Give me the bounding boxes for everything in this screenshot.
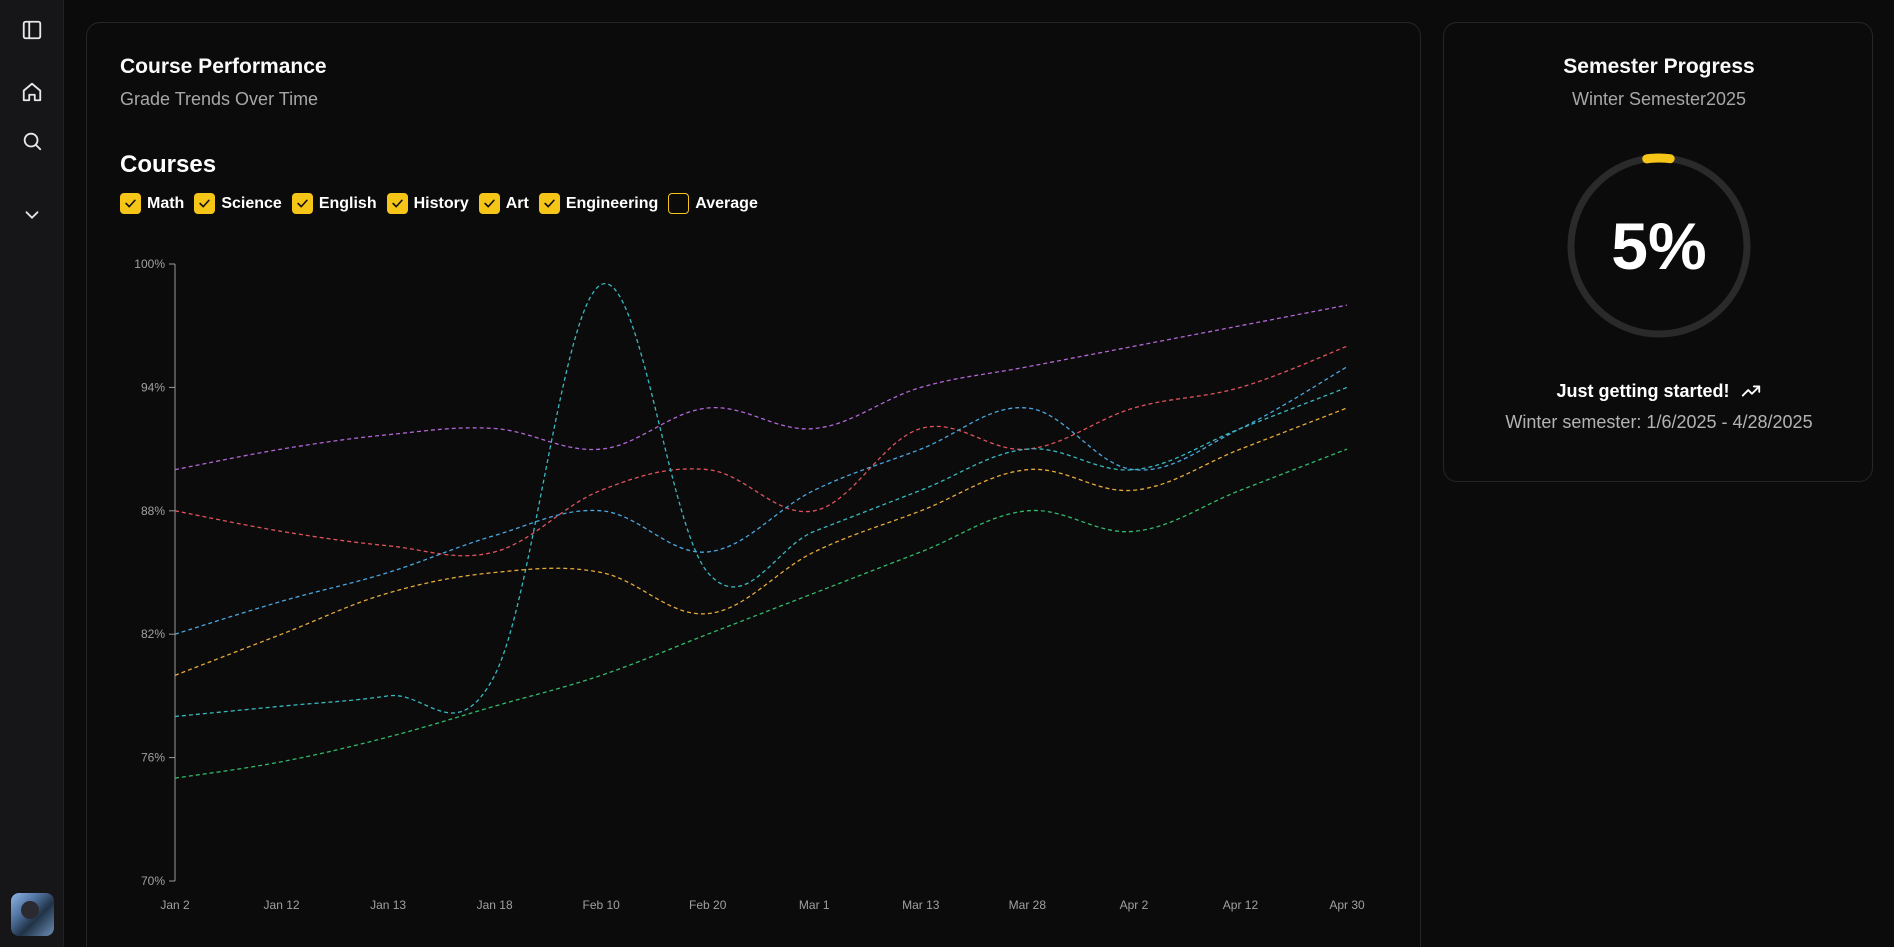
legend-label: Art bbox=[505, 194, 529, 212]
card-title: Semester Progress bbox=[1563, 55, 1755, 78]
check-icon bbox=[544, 199, 555, 208]
search-icon bbox=[23, 132, 42, 151]
legend-item-average[interactable]: Average bbox=[668, 193, 758, 214]
legend-label: Engineering bbox=[565, 194, 659, 212]
semester-progress-card: Semester Progress Winter Semester2025 5%… bbox=[1443, 22, 1873, 482]
legend-item-math[interactable]: Math bbox=[120, 193, 184, 214]
x-tick-label: Apr 2 bbox=[1120, 898, 1149, 912]
check-icon bbox=[297, 199, 308, 208]
legend-item-history[interactable]: History bbox=[386, 193, 469, 214]
chevron-down-icon bbox=[25, 211, 39, 219]
checkbox[interactable] bbox=[668, 193, 690, 214]
x-tick-label: Mar 28 bbox=[1009, 898, 1047, 912]
series-line-0 bbox=[174, 304, 1348, 471]
legend-item-science[interactable]: Science bbox=[194, 193, 282, 214]
card-subtitle: Grade Trends Over Time bbox=[120, 89, 319, 109]
sidebar-toggle-icon bbox=[22, 20, 42, 40]
legend-label: Average bbox=[695, 194, 758, 212]
series-line-5 bbox=[174, 448, 1348, 779]
home-icon bbox=[22, 82, 42, 102]
home-button[interactable] bbox=[18, 78, 46, 106]
x-tick-label: Feb 20 bbox=[689, 898, 727, 912]
progress-status-text: Just getting started! bbox=[1556, 380, 1730, 401]
semester-dates: Winter semester: 1/6/2025 - 4/28/2025 bbox=[1505, 412, 1813, 432]
checkbox[interactable] bbox=[194, 193, 216, 214]
y-tick-label: 70% bbox=[141, 874, 165, 888]
card-subtitle: Winter Semester2025 bbox=[1571, 89, 1747, 109]
y-tick-label: 94% bbox=[141, 380, 165, 394]
checkbox[interactable] bbox=[478, 193, 500, 214]
avatar[interactable] bbox=[11, 893, 54, 936]
legend-item-engineering[interactable]: Engineering bbox=[538, 193, 659, 214]
y-tick-label: 88% bbox=[141, 504, 165, 518]
checkbox[interactable] bbox=[120, 193, 141, 214]
series-line-2 bbox=[174, 366, 1348, 635]
check-icon bbox=[391, 199, 403, 208]
x-tick-label: Apr 12 bbox=[1223, 898, 1259, 912]
x-tick-label: Mar 1 bbox=[799, 898, 830, 912]
y-tick-label: 76% bbox=[141, 751, 165, 765]
x-tick-label: Jan 18 bbox=[477, 898, 513, 912]
check-icon bbox=[125, 199, 136, 208]
check-icon bbox=[484, 199, 495, 208]
check-icon bbox=[199, 199, 211, 208]
series-line-1 bbox=[174, 345, 1348, 557]
progress-ring: 5% bbox=[1564, 151, 1754, 341]
legend-label: English bbox=[318, 194, 377, 212]
progress-ring-fill bbox=[1566, 153, 1752, 339]
course-legend: Math Science English History Art Enginee… bbox=[120, 193, 768, 214]
checkbox[interactable] bbox=[538, 193, 560, 214]
series-line-3 bbox=[174, 283, 1348, 718]
x-tick-label: Feb 10 bbox=[583, 898, 621, 912]
legend-item-art[interactable]: Art bbox=[478, 193, 529, 214]
y-tick-label: 82% bbox=[141, 627, 165, 641]
checkbox[interactable] bbox=[291, 193, 313, 214]
legend-label: History bbox=[413, 194, 469, 212]
search-button[interactable] bbox=[18, 127, 46, 155]
trending-up-icon bbox=[1741, 385, 1760, 397]
legend-label: Science bbox=[221, 194, 282, 212]
x-tick-label: Jan 13 bbox=[370, 898, 406, 912]
grade-trend-chart: 70% 76% 82% 88% 94% 100% Jan 2 Jan 12 Jan 13 Jan … bbox=[134, 257, 1365, 912]
y-tick-label: 100% bbox=[134, 257, 165, 271]
series-line-4 bbox=[174, 407, 1348, 676]
x-tick-label: Jan 12 bbox=[264, 898, 300, 912]
x-tick-label: Jan 2 bbox=[160, 898, 190, 912]
sidebar bbox=[0, 0, 64, 947]
sidebar-toggle-button[interactable] bbox=[18, 16, 46, 44]
checkbox[interactable] bbox=[386, 193, 408, 214]
legend-item-english[interactable]: English bbox=[291, 193, 377, 214]
courses-heading: Courses bbox=[120, 151, 217, 178]
expand-button[interactable] bbox=[18, 201, 46, 229]
course-performance-card: Course Performance Grade Trends Over Tim… bbox=[86, 22, 1421, 947]
progress-percent: 5% bbox=[1611, 209, 1707, 283]
x-tick-label: Mar 13 bbox=[902, 898, 940, 912]
legend-label: Math bbox=[147, 194, 185, 212]
progress-ring-graphic bbox=[1566, 153, 1752, 339]
card-title: Course Performance bbox=[120, 55, 327, 78]
x-tick-label: Apr 30 bbox=[1329, 898, 1365, 912]
progress-status: Just getting started! bbox=[1444, 380, 1874, 402]
